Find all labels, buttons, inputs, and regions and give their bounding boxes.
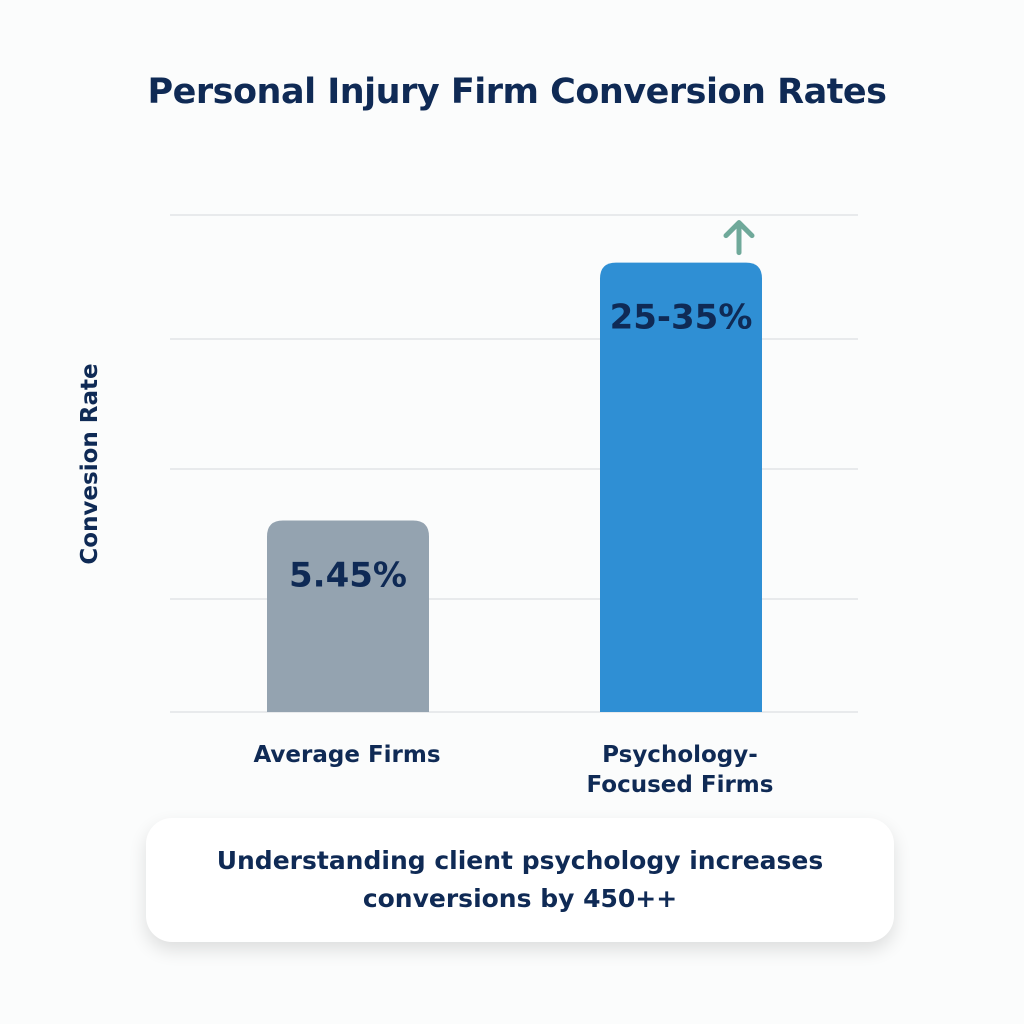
arrow-up-icon <box>723 220 755 256</box>
footnote-text: Understanding client psychology increase… <box>216 846 824 913</box>
footnote-card: Understanding client psychology increase… <box>146 818 894 942</box>
bar-1 <box>600 262 762 712</box>
x-tick-label-psychology-focused-firms: Psychology-Focused Firms <box>586 742 774 798</box>
data-label-0: 5.45% <box>289 555 407 595</box>
chart-title: Personal Injury Firm Conversion Rates <box>147 72 888 112</box>
data-label-1: 25-35% <box>610 298 753 338</box>
bar-0 <box>267 520 429 712</box>
x-tick-label-average-firms: Average Firms <box>253 742 441 768</box>
